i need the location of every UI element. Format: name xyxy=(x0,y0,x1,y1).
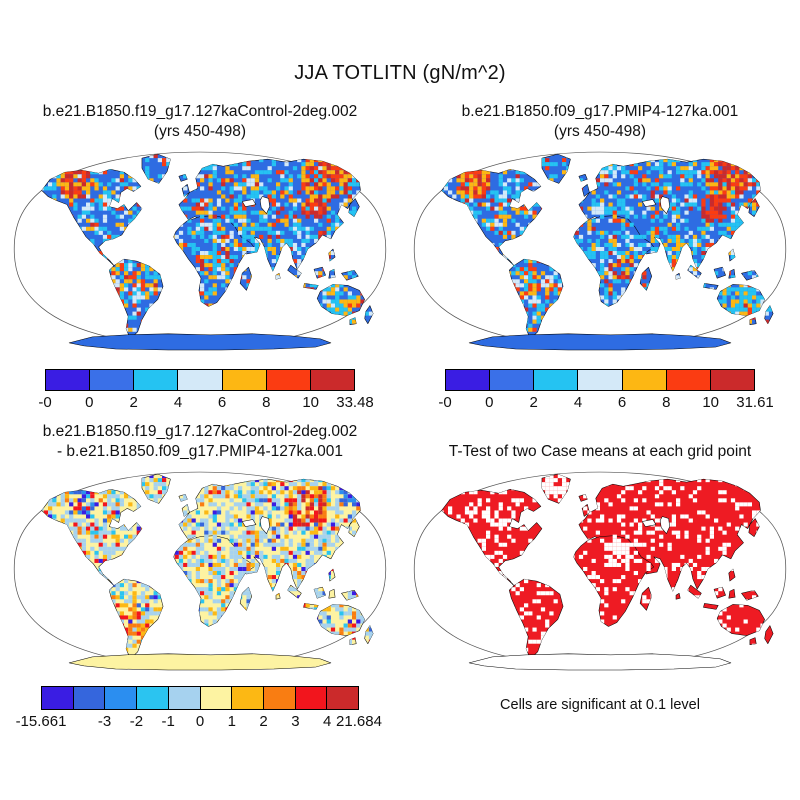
panel-case1: b.e21.B1850.f19_g17.127kaControl-2deg.00… xyxy=(0,100,400,412)
panel-difference: b.e21.B1850.f19_g17.127kaControl-2deg.00… xyxy=(0,420,400,731)
inland-sea xyxy=(659,516,670,534)
colorbar-cell xyxy=(327,687,359,709)
world-map-case1 xyxy=(10,146,390,353)
colorbar-tick-label: 4 xyxy=(573,394,583,411)
antarctica xyxy=(68,653,332,671)
colorbar-cell xyxy=(73,687,106,709)
inland-sea xyxy=(641,199,657,207)
world-map-case2 xyxy=(410,146,790,353)
panel-case2: b.e21.B1850.f09_g17.PMIP4-127ka.001 (yrs… xyxy=(400,100,800,412)
colorbar-strip xyxy=(445,369,755,391)
panel-difference-title-line1: b.e21.B1850.f19_g17.127kaControl-2deg.00… xyxy=(42,423,358,440)
colorbar-cell xyxy=(222,370,267,390)
colorbar-tick-label: 33.48 xyxy=(336,394,374,411)
colorbar-tick-label: 4 xyxy=(323,713,332,730)
colorbar-tick-label: 31.61 xyxy=(736,394,774,411)
colorbar-tick-label: 6 xyxy=(617,394,627,411)
colorbar-cell xyxy=(578,370,623,390)
colorbar-cell xyxy=(263,687,296,709)
colorbar-tick-label: -0 xyxy=(38,394,52,411)
inland-sea xyxy=(641,519,657,527)
inland-sea xyxy=(259,196,270,214)
colorbar-cell xyxy=(105,687,138,709)
colorbar-tick-label: 0 xyxy=(195,713,205,730)
figure-title: JJA TOTLITN (gN/m^2) xyxy=(294,62,506,84)
map-svg xyxy=(413,151,787,351)
colorbar-tick-label: 8 xyxy=(662,394,671,411)
colorbar-case2: -0 0 2 4 6 8 10 31.61 xyxy=(438,369,774,412)
colorbar-tick-label: 10 xyxy=(702,394,719,411)
colorbar-cell xyxy=(232,687,264,709)
colorbar-labels: -0 0 2 4 6 8 10 33.48 xyxy=(38,394,373,412)
inland-sea xyxy=(259,516,270,534)
panel-difference-title-line2: - b.e21.B1850.f09_g17.PMIP4-127ka.001 xyxy=(56,443,344,460)
colorbar-tick-label: 2 xyxy=(529,394,538,411)
colorbar-tick-label: 4 xyxy=(173,394,183,411)
world-map-difference xyxy=(10,466,390,673)
antarctica xyxy=(68,333,332,351)
colorbar-cell xyxy=(42,687,74,709)
panel-case1-title-line2: (yrs 450-498) xyxy=(153,123,247,140)
colorbar-tick-label: 6 xyxy=(217,394,227,411)
panel-case2-title-line2: (yrs 450-498) xyxy=(553,123,647,140)
colorbar-labels: -0 0 2 4 6 8 10 31.61 xyxy=(438,394,773,412)
inland-sea xyxy=(241,199,257,207)
colorbar-tick-label: 2 xyxy=(259,713,268,730)
colorbar-tick-label: 0 xyxy=(85,394,94,411)
colorbar-cell xyxy=(200,687,233,709)
panel-case1-title: b.e21.B1850.f19_g17.127kaControl-2deg.00… xyxy=(0,100,400,142)
world-map-ttest xyxy=(410,466,790,673)
colorbar-strip xyxy=(45,369,355,391)
colorbar-tick-label: -3 xyxy=(97,713,112,730)
colorbar-case1: -0 0 2 4 6 8 10 33.48 xyxy=(38,369,374,412)
colorbar-cell xyxy=(622,370,667,390)
map-svg xyxy=(413,471,787,671)
antarctica xyxy=(468,653,732,671)
colorbar-strip xyxy=(41,686,359,710)
map-svg xyxy=(13,151,387,351)
colorbar-difference: -15.661 -3 -2 -1 0 1 2 3 4 21.684 xyxy=(16,686,382,731)
panel-case2-title: b.e21.B1850.f09_g17.PMIP4-127ka.001 (yrs… xyxy=(400,100,800,142)
inland-sea xyxy=(241,519,257,527)
colorbar-cell xyxy=(137,687,169,709)
colorbar-tick-label: 8 xyxy=(262,394,271,411)
panel-ttest-title: T-Test of two Case means at each grid po… xyxy=(400,420,800,462)
colorbar-tick-label: 21.684 xyxy=(336,713,382,730)
panel-ttest-title-line1: T-Test of two Case means at each grid po… xyxy=(448,443,752,460)
grid-cells-layer xyxy=(41,474,374,652)
significance-caption: Cells are significant at 0.1 level xyxy=(500,697,700,713)
panel-case1-title-line1: b.e21.B1850.f19_g17.127kaControl-2deg.00… xyxy=(42,103,358,120)
colorbar-cell xyxy=(534,370,579,390)
inland-sea xyxy=(659,196,670,214)
colorbar-cell xyxy=(295,687,328,709)
colorbar-cell xyxy=(134,370,179,390)
colorbar-cell xyxy=(710,370,754,390)
colorbar-tick-label: -15.661 xyxy=(15,713,67,730)
colorbar-tick-label: 3 xyxy=(291,713,300,730)
antarctica xyxy=(468,333,732,351)
panel-difference-title: b.e21.B1850.f19_g17.127kaControl-2deg.00… xyxy=(0,420,400,462)
colorbar-cell xyxy=(666,370,711,390)
panel-ttest: T-Test of two Case means at each grid po… xyxy=(400,420,800,713)
map-svg xyxy=(13,471,387,671)
colorbar-tick-label: 1 xyxy=(227,713,236,730)
colorbar-cell xyxy=(446,370,491,390)
panel-case2-title-line1: b.e21.B1850.f09_g17.PMIP4-127ka.001 xyxy=(461,103,739,120)
colorbar-tick-label: 2 xyxy=(129,394,138,411)
colorbar-labels: -15.661 -3 -2 -1 0 1 2 3 4 21.684 xyxy=(16,713,382,731)
colorbar-tick-label: -0 xyxy=(438,394,452,411)
colorbar-tick-label: -1 xyxy=(161,713,175,730)
colorbar-cell xyxy=(168,687,201,709)
colorbar-cell xyxy=(178,370,223,390)
colorbar-cell xyxy=(490,370,535,390)
colorbar-tick-label: -2 xyxy=(129,713,144,730)
colorbar-tick-label: 10 xyxy=(302,394,319,411)
colorbar-cell xyxy=(310,370,354,390)
colorbar-cell xyxy=(266,370,311,390)
colorbar-cell xyxy=(46,370,91,390)
colorbar-tick-label: 0 xyxy=(485,394,494,411)
colorbar-cell xyxy=(90,370,135,390)
